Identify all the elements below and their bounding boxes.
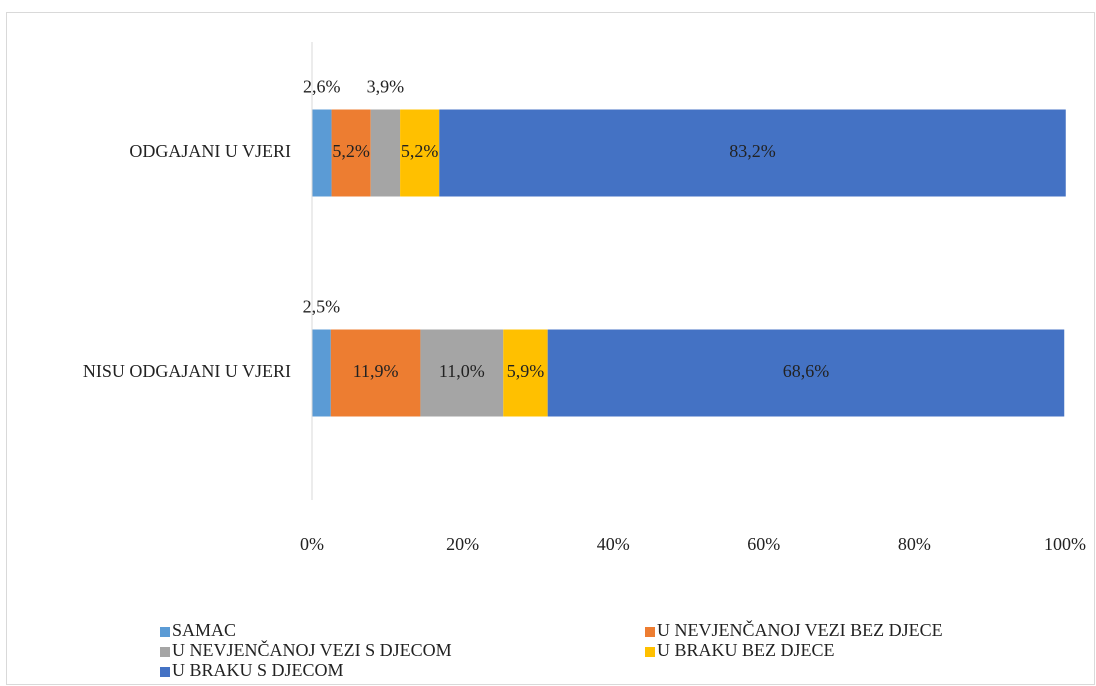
legend-label: U NEVJENČANOJ VEZI BEZ DJECE xyxy=(657,619,943,640)
legend-label: U BRAKU BEZ DJECE xyxy=(657,640,835,660)
bar-segment xyxy=(370,109,401,197)
y-tick-label: ODGAJANI U VJERI xyxy=(129,141,291,161)
data-label: 2,5% xyxy=(303,297,341,317)
data-label: 5,2% xyxy=(332,141,370,161)
legend-marker xyxy=(645,647,655,657)
x-tick-label: 60% xyxy=(747,534,780,554)
y-tick-label: NISU ODGAJANI U VJERI xyxy=(83,361,291,381)
chart-frame xyxy=(6,12,1095,685)
data-label: 83,2% xyxy=(729,141,776,161)
bar-segment xyxy=(312,329,331,417)
x-tick-label: 40% xyxy=(597,534,630,554)
legend-marker xyxy=(645,627,655,637)
x-tick-label: 80% xyxy=(898,534,931,554)
legend-label: U NEVJENČANOJ VEZI S DJECOM xyxy=(172,639,452,660)
x-tick-label: 0% xyxy=(300,534,324,554)
data-label: 5,9% xyxy=(507,361,545,381)
bar-segment xyxy=(331,109,371,197)
legend-marker xyxy=(160,667,170,677)
bar-segment xyxy=(503,329,548,417)
legend-label: U BRAKU S DJECOM xyxy=(172,660,344,680)
bar-segment xyxy=(330,329,421,417)
data-label: 5,2% xyxy=(401,141,439,161)
legend-marker xyxy=(160,627,170,637)
data-label: 68,6% xyxy=(783,361,830,381)
data-label: 11,9% xyxy=(353,361,399,381)
bar-segment xyxy=(400,109,440,197)
bar-segment xyxy=(312,109,332,197)
legend-marker xyxy=(160,647,170,657)
data-label: 3,9% xyxy=(367,77,405,97)
bar-segment xyxy=(420,329,504,417)
data-label: 2,6% xyxy=(303,77,341,97)
legend-label: SAMAC xyxy=(172,620,236,640)
bar-segment xyxy=(547,329,1065,417)
bar-segment xyxy=(439,109,1066,197)
x-tick-label: 20% xyxy=(446,534,479,554)
x-tick-label: 100% xyxy=(1044,534,1086,554)
data-label: 11,0% xyxy=(439,361,485,381)
